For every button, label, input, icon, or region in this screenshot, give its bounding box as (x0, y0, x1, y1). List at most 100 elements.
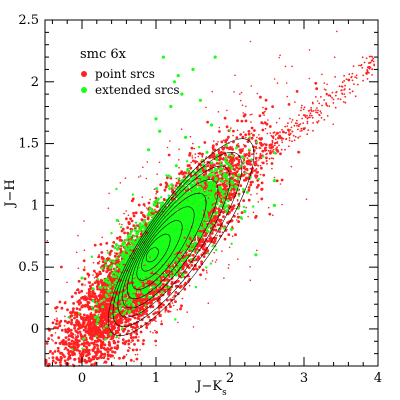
point-src-dot (60, 306, 64, 310)
point-src-dot (213, 214, 217, 218)
point-src-dot (235, 166, 239, 169)
point-src-dot (268, 144, 272, 147)
point-src-dot (155, 288, 158, 292)
point-src-dot (135, 309, 139, 313)
point-src-dot (58, 324, 62, 327)
point-src-dot (51, 356, 55, 359)
point-src-dot (200, 260, 204, 264)
point-src-dot (101, 260, 105, 264)
point-src-dot (111, 244, 115, 248)
point-src-dot (215, 162, 219, 165)
point-src-dot (271, 105, 274, 108)
point-src-dot (90, 341, 93, 345)
point-src-dot (235, 157, 239, 161)
point-src-dot (197, 243, 201, 246)
point-src-dot (152, 292, 155, 296)
point-src-dot (72, 323, 76, 327)
point-src-dot (198, 240, 202, 244)
point-src-dot (223, 237, 227, 241)
point-src-dot (157, 306, 161, 310)
point-src-dot (77, 344, 80, 348)
point-src-dot (223, 116, 227, 120)
point-src-dot (82, 344, 86, 348)
point-src-dot (113, 254, 117, 258)
point-src-dot (95, 285, 99, 289)
point-src-dot (187, 280, 190, 283)
point-src-dot (77, 325, 81, 328)
point-src-dot (117, 326, 120, 330)
point-src-dot (142, 339, 146, 342)
point-src-dot (99, 322, 103, 325)
point-src-dot (261, 143, 264, 147)
point-src-dot (83, 313, 86, 317)
point-src-dot (70, 318, 74, 322)
point-src-dot (133, 343, 136, 346)
point-src-dot (113, 341, 117, 345)
point-src-dot (87, 343, 91, 347)
point-src-dot (87, 307, 91, 311)
point-src-dot (91, 326, 94, 330)
point-src-dot (121, 338, 125, 342)
point-src-dot (51, 359, 55, 363)
point-src-dot (131, 348, 135, 352)
point-src-dot (86, 272, 90, 276)
point-src-dot (135, 235, 139, 238)
point-src-dot (214, 228, 218, 232)
point-src-dot (212, 228, 216, 232)
point-src-dot (190, 264, 194, 267)
point-src-dot (112, 241, 116, 244)
point-src-dot (107, 343, 111, 347)
point-src-dot (190, 146, 194, 150)
point-src-dot (104, 302, 108, 306)
point-src-dot (146, 216, 150, 220)
point-src-dot (165, 182, 169, 186)
point-src-dot (139, 306, 143, 310)
point-src-dot (118, 235, 122, 239)
point-src-dot (264, 98, 268, 102)
point-src-dot (62, 338, 65, 342)
point-src-dot (239, 184, 243, 188)
point-src-dot (129, 358, 133, 362)
point-src-dot (78, 349, 81, 353)
point-src-dot (57, 349, 60, 353)
point-src-dot (195, 258, 199, 262)
point-src-dot (170, 280, 174, 284)
point-src-dot (260, 166, 263, 170)
point-src-dot (70, 334, 73, 338)
point-src-dot (164, 306, 168, 309)
point-src-dot (259, 154, 263, 158)
point-src-dot (104, 261, 107, 265)
point-src-dot (163, 188, 167, 192)
point-src-dot (224, 153, 228, 157)
point-src-dot (218, 156, 222, 159)
point-src-dot (143, 215, 147, 219)
point-src-dot (80, 283, 84, 286)
point-src-dot (69, 311, 72, 314)
point-src-dot (147, 201, 151, 205)
point-src-dot (227, 233, 231, 237)
point-src-dot (168, 291, 172, 294)
point-src-dot (137, 203, 141, 207)
point-src-dot (242, 199, 246, 203)
point-src-dot (265, 156, 268, 160)
point-src-dot (113, 310, 116, 314)
point-src-dot (167, 310, 170, 313)
point-src-dot (135, 357, 139, 361)
point-src-dot (125, 217, 128, 221)
point-src-dot (231, 156, 235, 160)
point-src-dot (103, 352, 107, 356)
point-src-dot (260, 197, 264, 201)
point-src-dot (121, 341, 125, 345)
point-src-dot (261, 128, 265, 132)
point-src-dot (86, 321, 90, 325)
point-src-dot (287, 128, 290, 132)
point-src-dot (201, 152, 204, 156)
point-src-dot (94, 295, 98, 298)
point-src-dot (201, 268, 205, 272)
point-src-dot (167, 278, 171, 282)
point-src-dot (74, 329, 78, 333)
point-src-dot (93, 281, 97, 284)
point-src-dot (106, 334, 110, 338)
point-src-dot (216, 223, 220, 227)
